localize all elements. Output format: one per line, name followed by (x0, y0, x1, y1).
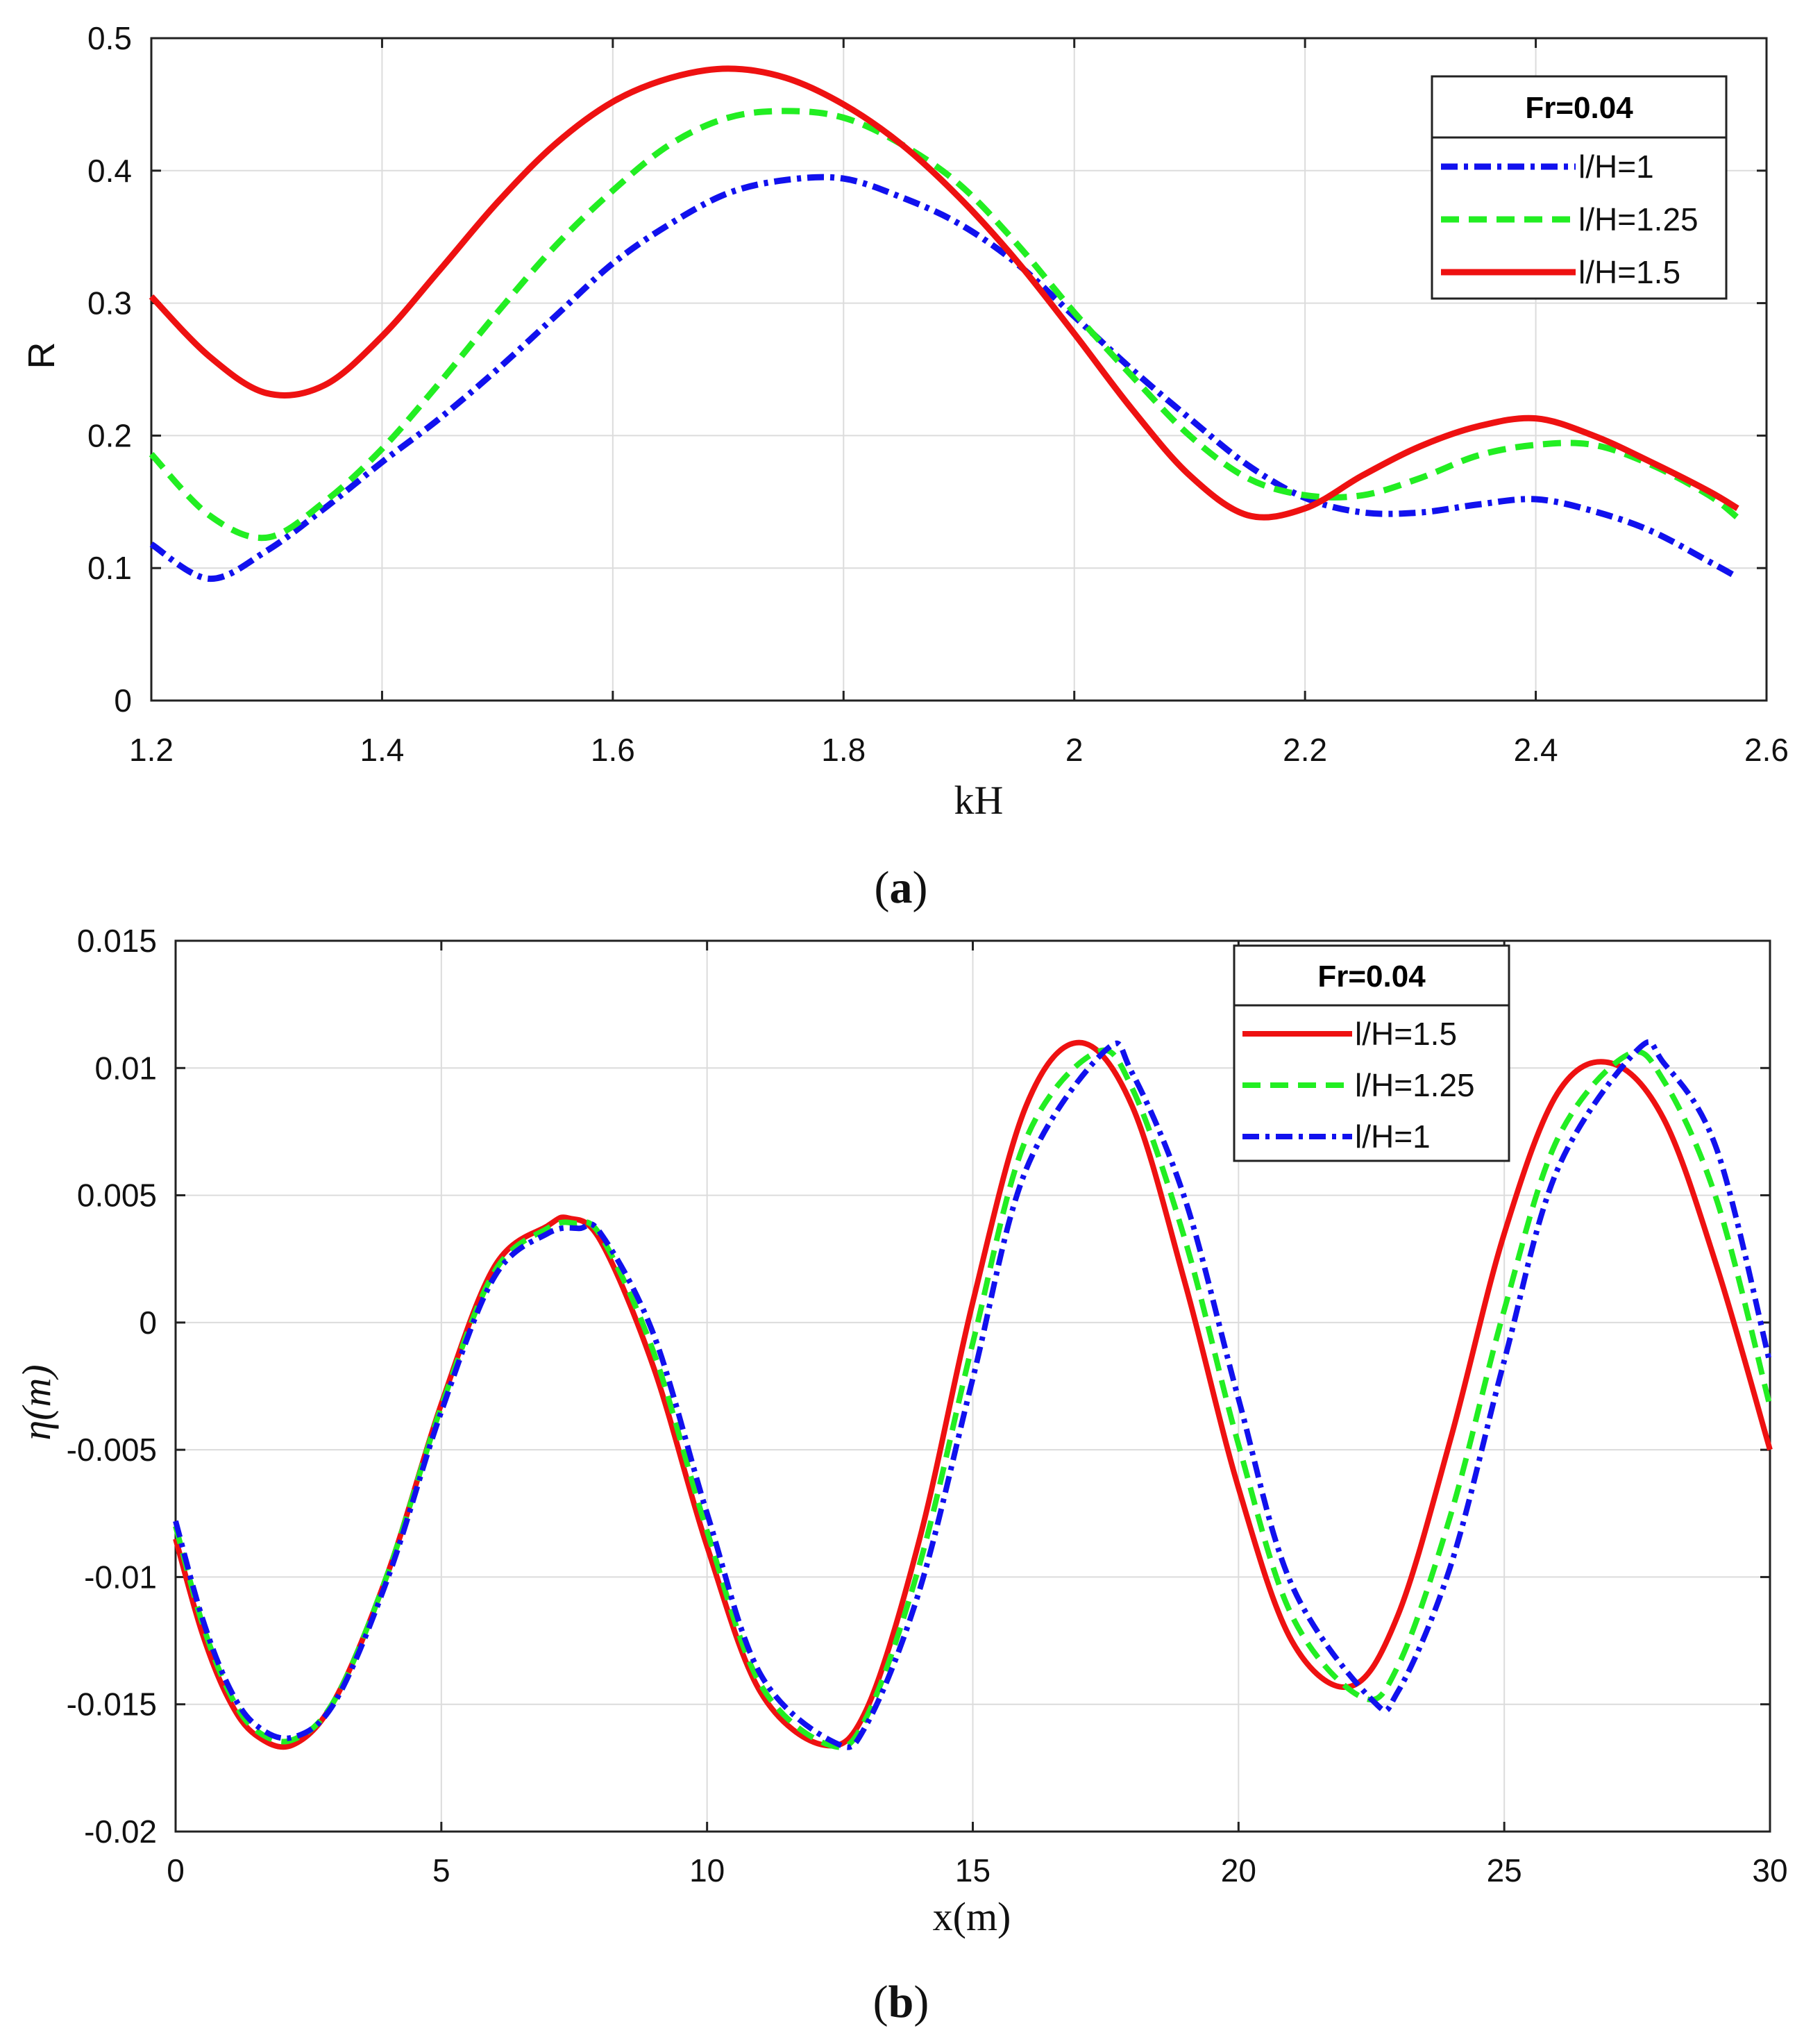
y-tick-label: -0.01 (84, 1559, 157, 1595)
legend-entry-label: l/H=1.25 (1355, 1067, 1475, 1103)
y-tick-label: 0 (139, 1305, 157, 1341)
panel-a-plot-frame (150, 37, 1768, 702)
panel-b-caption-letter: b (888, 1977, 914, 2027)
series-line-l-h-1-25 (149, 108, 1740, 542)
x-tick-label: 0 (167, 1852, 185, 1888)
x-tick-label: 1.8 (821, 732, 866, 768)
panel-b-series (173, 1039, 1773, 1750)
legend-box (1431, 75, 1728, 300)
series-line-l-h-1-5 (149, 65, 1739, 521)
x-tick-label: 20 (1221, 1852, 1256, 1888)
panel-b-ylabel: η(m) (14, 1364, 59, 1440)
x-tick-label: 10 (689, 1852, 725, 1888)
y-tick-label: 0.1 (87, 550, 132, 586)
panel-a-caption: (a) (875, 862, 928, 913)
panel-a: 1.2 1.4 1.6 1.8 2 2.2 2.4 2.6 0 0.1 0.2 0.3 0.4 0.5 k… (21, 20, 1789, 913)
panel-b: 0 5 10 15 20 25 30 -0.02 -0.015 -0.01 -0.005 0 0.005… (14, 923, 1788, 2027)
y-tick-label: -0.02 (84, 1813, 157, 1850)
y-tick-label: -0.015 (67, 1686, 157, 1723)
panel-b-ticks: 0 5 10 15 20 25 30 -0.02 -0.015 -0.01 -0.005 0 0.005… (67, 923, 1788, 1888)
legend-entry-label: l/H=1.5 (1355, 1016, 1457, 1052)
x-tick-label: 1.2 (129, 732, 174, 768)
panel-b-xlabel: x(m) (933, 1894, 1011, 1939)
legend-title: Fr=0.04 (1525, 91, 1633, 125)
x-tick-label: 15 (955, 1852, 990, 1888)
panel-a-xlabel: kH (954, 778, 1004, 823)
x-tick-label: 5 (432, 1852, 450, 1888)
x-tick-label: 2.2 (1283, 732, 1327, 768)
series-line-l-h-1 (149, 174, 1739, 583)
x-tick-label: 25 (1487, 1852, 1522, 1888)
x-tick-label: 2 (1065, 732, 1084, 768)
y-tick-label: 0.4 (87, 153, 132, 189)
legend-entry-label: l/H=1 (1578, 149, 1654, 185)
x-tick-label: 30 (1752, 1852, 1787, 1888)
x-tick-label: 2.4 (1514, 732, 1558, 768)
x-tick-label: 2.6 (1744, 732, 1789, 768)
y-tick-label: 0.3 (87, 285, 132, 321)
y-tick-label: 0.005 (77, 1178, 157, 1214)
y-tick-label: 0 (114, 682, 132, 719)
y-tick-label: 0.2 (87, 417, 132, 453)
panel-a-caption-letter: a (890, 862, 913, 913)
y-tick-label: 0.01 (94, 1050, 157, 1086)
panel-b-legend: Fr=0.04 l/H=1.5 l/H=1.25 l/H=1 (1233, 944, 1510, 1162)
y-tick-label: 0.015 (77, 923, 157, 959)
legend-entry-label: l/H=1 (1355, 1119, 1431, 1155)
panel-b-caption: (b) (873, 1977, 929, 2027)
legend-box (1233, 944, 1510, 1162)
legend-title: Fr=0.04 (1317, 960, 1426, 994)
panel-a-ticks: 1.2 1.4 1.6 1.8 2 2.2 2.4 2.6 0 0.1 0.2 0.3 0.4 0.5 (87, 20, 1789, 768)
y-tick-label: -0.005 (67, 1432, 157, 1468)
panel-a-legend: Fr=0.04 l/H=1 l/H=1.25 l/H=1.5 (1431, 75, 1728, 300)
panel-a-ylabel: R (21, 342, 62, 369)
x-tick-label: 1.4 (360, 732, 404, 768)
legend-entry-label: l/H=1.25 (1578, 201, 1698, 237)
legend-entry-label: l/H=1.5 (1578, 254, 1680, 290)
series-line-l-h-1 (173, 1039, 1773, 1750)
panel-a-series (149, 65, 1740, 583)
y-tick-label: 0.5 (87, 20, 132, 56)
x-tick-label: 1.6 (591, 732, 635, 768)
